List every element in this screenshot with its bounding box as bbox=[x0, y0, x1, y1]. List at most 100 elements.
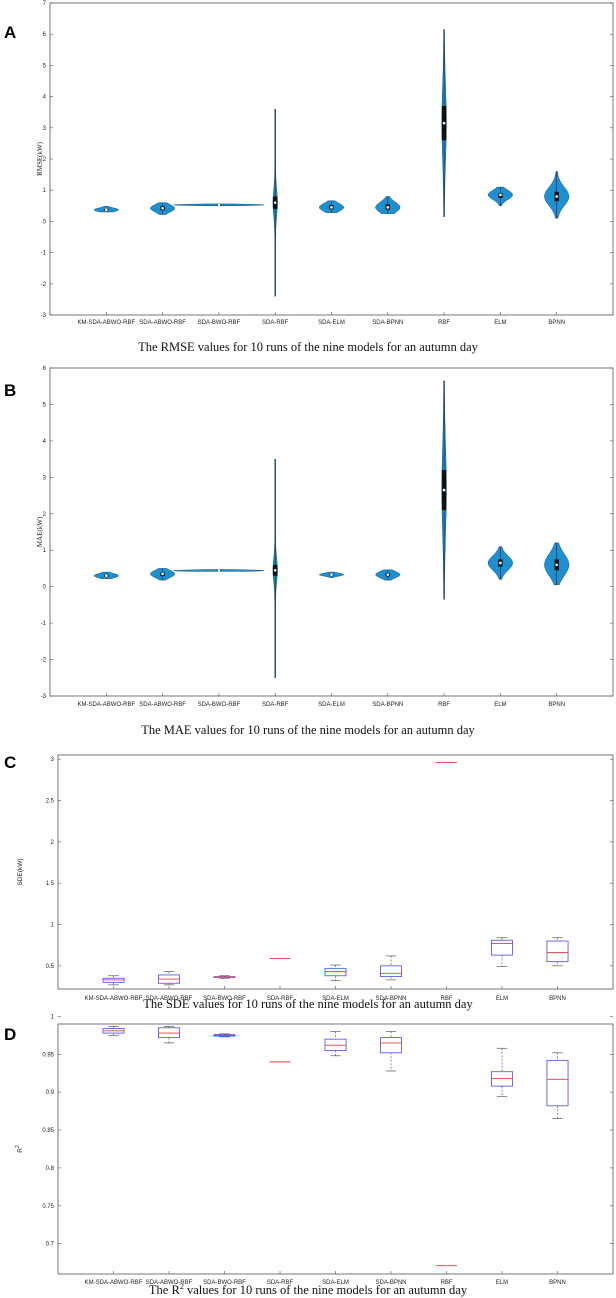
x-tick-label: SDA-RBF bbox=[267, 1280, 294, 1286]
violin-median-dot bbox=[105, 574, 108, 578]
y-tick-label: 2.5 bbox=[46, 798, 55, 804]
panel-caption: The RMSE values for 10 runs of the nine … bbox=[138, 340, 479, 354]
violin-SDA-ABWO-RBF bbox=[150, 202, 176, 215]
panel-label: A bbox=[4, 23, 16, 42]
violin-median-dot bbox=[273, 201, 277, 204]
violin-median-dot bbox=[555, 563, 558, 567]
y-tick-label: -3 bbox=[41, 694, 47, 700]
plot-frame bbox=[49, 367, 614, 697]
x-tick-label: ELM bbox=[494, 702, 506, 708]
box-iqr bbox=[380, 965, 402, 977]
x-tick-label: SDA-BPNN bbox=[372, 702, 403, 708]
y-tick-label: -1 bbox=[41, 251, 47, 257]
violin-SDA-ELM bbox=[319, 200, 344, 213]
x-tick-label: SDA-ABWO-RBF bbox=[139, 702, 186, 708]
x-tick-label: SDA-RBF bbox=[262, 320, 289, 326]
y-tick-label: 3 bbox=[43, 126, 47, 132]
violin-median-dot bbox=[386, 206, 390, 209]
box-BPNN bbox=[546, 937, 569, 967]
x-tick-label: SDA-ELM bbox=[318, 320, 345, 326]
x-tick-label: SDA-BPNN bbox=[375, 996, 406, 1002]
box-iqr bbox=[546, 1059, 569, 1107]
x-tick-label: SDA-ABWO-RBF bbox=[139, 320, 186, 326]
chart-panel-C: C 0.5 1 1.5 2 2.5 3 SDE(kW) KM-SDA-ABWO-RBF SDA-A… bbox=[4, 753, 614, 1011]
x-tick-label: KM-SDA-ABWO-RBF bbox=[85, 1280, 143, 1286]
x-tick-label: KM-SDA-ABWO-RBF bbox=[77, 320, 135, 326]
y-tick-label: 4 bbox=[43, 95, 47, 101]
y-tick-label: 1 bbox=[43, 188, 47, 194]
y-tick-label: 2 bbox=[43, 157, 47, 163]
box-iqr bbox=[380, 1037, 402, 1054]
caption-part: The R bbox=[149, 1283, 181, 1297]
x-tick-label: SDA-BPNN bbox=[375, 1280, 406, 1286]
x-tick-label: ELM bbox=[496, 996, 508, 1002]
x-tick-label: SDA-BWO-RBF bbox=[203, 996, 246, 1002]
violin-RBF bbox=[441, 380, 447, 600]
x-tick-label: BPNN bbox=[548, 320, 565, 326]
box-SDA-ELM bbox=[324, 1031, 347, 1057]
violin-median-dot bbox=[330, 573, 333, 576]
caption-part: values for 10 runs of the nine models fo… bbox=[184, 1283, 468, 1297]
y-tick-label: 0.5 bbox=[46, 964, 55, 970]
violin-ELM bbox=[487, 186, 513, 207]
x-tick-label: RBF bbox=[441, 996, 453, 1002]
panel-label: C bbox=[4, 753, 16, 772]
violin-BPNN bbox=[544, 171, 570, 219]
y-tick-label: 0.9 bbox=[46, 1090, 55, 1096]
violin-SDA-RBF bbox=[272, 458, 278, 679]
y-tick-label: 1 bbox=[43, 548, 47, 554]
plot-frame bbox=[57, 1023, 614, 1275]
plot-frame bbox=[49, 2, 614, 316]
x-tick-label: RBF bbox=[438, 702, 450, 708]
violin-median-dot bbox=[499, 561, 502, 565]
x-tick-label: RBF bbox=[441, 1280, 453, 1286]
y-tick-label: 2 bbox=[43, 512, 47, 518]
x-tick-label: BPNN bbox=[548, 702, 565, 708]
violin-KM-SDA-ABWO-RBF bbox=[93, 571, 119, 579]
x-tick-label: SDA-ELM bbox=[322, 1280, 349, 1286]
y-tick-label: 0.85 bbox=[42, 1128, 54, 1134]
panel-caption: The MAE values for 10 runs of the nine m… bbox=[141, 723, 475, 737]
y-tick-label: 6 bbox=[43, 32, 47, 38]
box-KM-SDA-ABWO-RBF bbox=[102, 975, 125, 986]
violin-median-dot bbox=[105, 208, 108, 212]
x-tick-label: SDA-ABWO-RBF bbox=[146, 1280, 193, 1286]
x-tick-label: SDA-RBF bbox=[262, 702, 289, 708]
y-tick-label: 0.95 bbox=[42, 1052, 54, 1058]
box-BPNN bbox=[546, 1052, 569, 1119]
y-tick-label: -1 bbox=[41, 621, 47, 627]
y-tick-label: 5 bbox=[43, 402, 47, 408]
y-axis-label-superscript: 2 bbox=[15, 1145, 21, 1148]
y-tick-label: 5 bbox=[43, 63, 47, 69]
x-tick-label: RBF bbox=[438, 320, 450, 326]
violin-BPNN bbox=[544, 542, 570, 586]
x-tick-label: BPNN bbox=[549, 1280, 566, 1286]
x-tick-label: SDA-ELM bbox=[318, 702, 345, 708]
y-tick-label: -3 bbox=[41, 313, 47, 319]
x-tick-label: SDA-BWO-RBF bbox=[203, 1280, 246, 1286]
box-ELM bbox=[491, 937, 513, 967]
violin-RBF bbox=[441, 29, 447, 217]
x-tick-label: SDA-BPNN bbox=[372, 320, 403, 326]
box-SDA-ABWO-RBF bbox=[158, 971, 180, 986]
box-iqr bbox=[546, 940, 569, 963]
violin-median-dot bbox=[386, 573, 390, 576]
y-axis-label: SDE(kW) bbox=[17, 858, 24, 885]
x-tick-label: ELM bbox=[494, 320, 506, 326]
violin-ELM bbox=[487, 546, 513, 580]
y-axis-label: MAE(kW) bbox=[36, 516, 44, 547]
box-KM-SDA-ABWO-RBF bbox=[102, 1025, 125, 1036]
violin-median-dot bbox=[330, 206, 333, 209]
caption-superscript: 2 bbox=[180, 1282, 184, 1291]
chart-panel-A: A -3 -2 -1 0 1 2 3 4 5 6 7 RMSE(kW) KM-SDA-ABWO-RBF SD… bbox=[4, 1, 614, 354]
violin-median-dot bbox=[217, 203, 221, 207]
x-tick-label: KM-SDA-ABWO-RBF bbox=[85, 996, 143, 1002]
violin-SDA-BWO-RBF bbox=[172, 203, 265, 207]
x-tick-label: SDA-BWO-RBF bbox=[198, 702, 241, 708]
violin-median-dot bbox=[161, 572, 164, 576]
plot-frame bbox=[57, 754, 614, 990]
y-tick-label: 0.8 bbox=[46, 1166, 55, 1172]
chart-panel-D: D 0.7 0.75 0.8 0.85 0.9 0.95 1 R2 KM-SDA-ABWO-RBF… bbox=[4, 1014, 614, 1297]
box-SDA-ELM bbox=[324, 964, 347, 982]
y-tick-label: 1.5 bbox=[46, 881, 55, 887]
